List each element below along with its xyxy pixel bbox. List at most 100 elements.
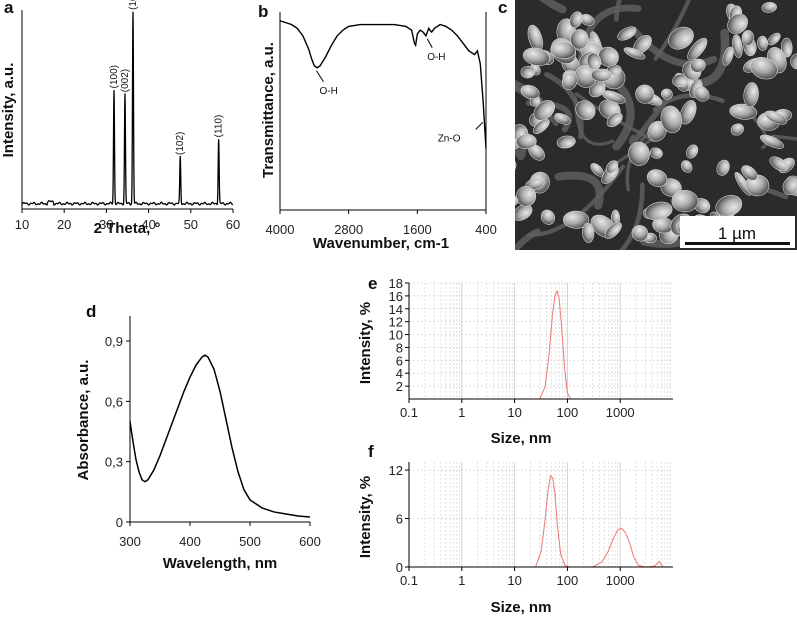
sem-particle bbox=[729, 103, 758, 120]
uv-vis-chart: 300 400 500 600 0 0,3 0,6 0,9 Wavelength, nm Abso… bbox=[75, 316, 321, 572]
x-tick-label: 600 bbox=[299, 534, 321, 549]
x-tick-label: 2800 bbox=[334, 222, 363, 237]
sem-particle bbox=[586, 52, 602, 71]
panel-letter-c: c bbox=[498, 0, 507, 17]
x-tick-label: 500 bbox=[239, 534, 261, 549]
annotation-arrow bbox=[316, 70, 324, 83]
sem-particle bbox=[623, 47, 646, 60]
sem-strand bbox=[515, 228, 541, 250]
y-tick-label: 12 bbox=[389, 463, 403, 478]
y-tick-label: 8 bbox=[396, 340, 403, 355]
sem-particle bbox=[601, 90, 626, 104]
sem-particle bbox=[767, 32, 781, 46]
sem-particle bbox=[515, 155, 517, 175]
sem-particle bbox=[790, 53, 797, 70]
sem-particle bbox=[570, 29, 589, 50]
y-tick-label: 0,3 bbox=[105, 455, 123, 470]
sem-particle bbox=[741, 30, 754, 46]
x-tick-label: 1 bbox=[458, 405, 465, 420]
sem-particle bbox=[533, 100, 555, 121]
sem-particle bbox=[520, 65, 535, 79]
x-tick-label: 400 bbox=[475, 222, 497, 237]
sem-particle bbox=[606, 112, 623, 128]
peak-label: (102) bbox=[175, 132, 186, 155]
sem-particle bbox=[727, 13, 748, 34]
x-axis-title: Wavenumber, cm-1 bbox=[313, 235, 449, 252]
sem-particle bbox=[520, 84, 540, 100]
sem-particle bbox=[730, 123, 744, 136]
sem-strand bbox=[613, 0, 622, 22]
sem-particle bbox=[532, 118, 550, 134]
sem-particle bbox=[628, 141, 650, 166]
sem-particle bbox=[556, 135, 576, 149]
sem-particle bbox=[732, 34, 743, 58]
ftir-chart: 4000 2800 1600 400 O-H O-H Zn-O Wavenumber, cm-… bbox=[260, 12, 497, 252]
sem-particle bbox=[561, 72, 578, 90]
y-tick-label: 6 bbox=[396, 512, 403, 527]
y-tick-label: 14 bbox=[389, 302, 403, 317]
x-tick-label: 10 bbox=[507, 573, 521, 588]
annotation-label: Zn-O bbox=[438, 133, 461, 144]
sem-particle bbox=[743, 82, 759, 108]
sem-particle bbox=[516, 186, 537, 207]
sem-particle bbox=[515, 194, 519, 206]
panel-letter-e: e bbox=[368, 274, 377, 293]
intensity-line bbox=[535, 475, 664, 568]
sem-particle bbox=[569, 11, 583, 28]
y-axis-title: Intensity, % bbox=[357, 302, 374, 384]
x-tick-label: 10 bbox=[15, 217, 29, 232]
sem-particle bbox=[635, 84, 655, 104]
sem-particle bbox=[649, 147, 663, 159]
sem-particle bbox=[540, 209, 555, 225]
x-axis-title: 2 Theta, ° bbox=[94, 220, 161, 237]
sem-micrograph: 1 µm bbox=[488, 0, 797, 250]
x-tick-label: 50 bbox=[184, 217, 198, 232]
peak-label: (101) bbox=[128, 0, 139, 10]
sem-strand bbox=[652, 93, 725, 112]
sem-particle bbox=[679, 100, 697, 125]
y-tick-label: 18 bbox=[389, 276, 403, 291]
annotation-label: O-H bbox=[427, 52, 445, 63]
y-axis-title: Intensity, % bbox=[357, 476, 374, 558]
scale-bar-line bbox=[685, 242, 790, 245]
x-tick-label: 100 bbox=[557, 573, 579, 588]
sem-particle bbox=[550, 41, 576, 59]
sem-particle bbox=[644, 201, 673, 221]
sem-particle bbox=[764, 110, 787, 125]
ftir-line bbox=[279, 20, 487, 149]
x-tick-label: 400 bbox=[179, 534, 201, 549]
y-tick-label: 4 bbox=[396, 366, 403, 381]
panel-letter-a: a bbox=[4, 0, 14, 17]
y-tick-label: 10 bbox=[389, 328, 403, 343]
y-tick-label: 12 bbox=[389, 315, 403, 330]
x-tick-label: 1 bbox=[458, 573, 465, 588]
sem-particle bbox=[769, 156, 789, 172]
y-tick-label: 0,9 bbox=[105, 334, 123, 349]
x-tick-label: 0.1 bbox=[400, 405, 418, 420]
x-tick-label: 40 bbox=[141, 217, 155, 232]
sem-particle bbox=[671, 189, 699, 213]
y-tick-label: 6 bbox=[396, 353, 403, 368]
x-tick-label: 30 bbox=[99, 217, 113, 232]
intensity-line bbox=[539, 290, 572, 400]
x-axis-title: Wavelength, nm bbox=[163, 555, 277, 572]
sem-particle bbox=[715, 195, 743, 217]
sem-particle bbox=[488, 143, 505, 166]
sem-particle bbox=[646, 169, 668, 187]
x-axis-title: Size, nm bbox=[491, 430, 552, 447]
sem-particle bbox=[741, 165, 758, 181]
peak-label: (110) bbox=[214, 115, 225, 138]
x-axis-title: Size, nm bbox=[491, 599, 552, 616]
sem-particle bbox=[660, 105, 682, 134]
sem-particle bbox=[515, 204, 533, 221]
panel-letter-b: b bbox=[258, 2, 268, 21]
sem-particle bbox=[591, 68, 612, 82]
sem-particle bbox=[563, 210, 590, 229]
sem-particle bbox=[686, 144, 699, 159]
y-tick-label: 16 bbox=[389, 289, 403, 304]
y-axis-title: Intensity, a.u. bbox=[0, 63, 17, 158]
sem-particle bbox=[598, 46, 619, 67]
sem-particle bbox=[681, 160, 693, 173]
sem-particle bbox=[761, 2, 777, 13]
y-tick-label: 0 bbox=[116, 515, 123, 530]
